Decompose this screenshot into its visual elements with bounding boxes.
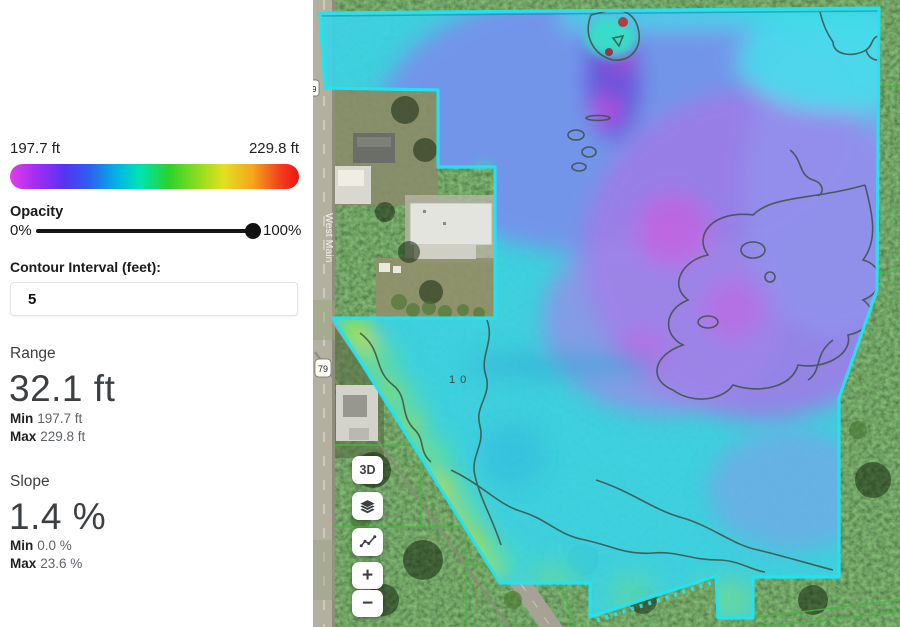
svg-text:79: 79 xyxy=(318,364,328,374)
range-value: 32.1 ft xyxy=(9,368,116,409)
slope-max-value: 23.6 % xyxy=(40,556,83,571)
slope-min-row: Min 0.0 % xyxy=(10,538,72,553)
elevation-color-scale xyxy=(10,164,299,189)
slope-min-label: Min xyxy=(10,538,34,553)
legend-max-label: 229.8 ft xyxy=(248,140,299,157)
range-min-label: Min xyxy=(10,411,34,426)
road-name-label: West Main xyxy=(323,213,335,263)
zoom-in-button[interactable]: + xyxy=(352,562,383,589)
buildings xyxy=(335,133,493,441)
range-min-value: 197.7 ft xyxy=(37,411,83,426)
contour-interval-input[interactable] xyxy=(10,282,298,316)
opacity-min-label: 0% xyxy=(10,222,32,239)
contour-interval-label: Contour Interval (feet): xyxy=(10,259,161,275)
opacity-slider-knob[interactable] xyxy=(245,223,261,239)
range-max-value: 229.8 ft xyxy=(40,429,86,444)
boundary-tick-marks xyxy=(594,581,712,623)
map-viewport[interactable]: 10 West Main 79 79 xyxy=(313,0,900,627)
contour-elevation-label: 10 xyxy=(449,374,471,386)
slope-min-value: 0.0 % xyxy=(37,538,72,553)
slope-max-label: Max xyxy=(10,556,37,571)
legend-labels: 197.7 ft 229.8 ft xyxy=(10,140,299,157)
range-title: Range xyxy=(10,345,56,362)
opacity-label: Opacity xyxy=(10,204,64,220)
layers-icon xyxy=(360,499,375,513)
range-max-row: Max 229.8 ft xyxy=(10,429,85,444)
trend-chart-icon xyxy=(359,535,376,548)
contour-lines xyxy=(359,8,879,573)
legend-min-label: 197.7 ft xyxy=(10,140,61,157)
range-max-label: Max xyxy=(10,429,37,444)
highway-shield-79-partial: 79 xyxy=(313,79,320,97)
west-main-road xyxy=(313,0,335,627)
layers-button[interactable] xyxy=(352,492,383,520)
property-boundary xyxy=(318,6,881,620)
highway-shield-79: 79 xyxy=(314,358,332,378)
slope-value: 1.4 % xyxy=(9,496,107,537)
slope-max-row: Max 23.6 % xyxy=(10,556,82,571)
svg-text:79: 79 xyxy=(313,85,317,94)
zoom-out-button[interactable]: − xyxy=(352,590,383,617)
range-min-row: Min 197.7 ft xyxy=(10,411,82,426)
view-3d-button[interactable]: 3D xyxy=(352,456,383,484)
satellite-map: 10 West Main 79 79 xyxy=(313,0,900,627)
opacity-max-label: 100% xyxy=(263,222,302,239)
slope-title: Slope xyxy=(10,473,50,490)
elevation-profile-button[interactable] xyxy=(352,528,383,556)
sidebar-panel: 197.7 ft 229.8 ft Opacity 0% 100% Contou… xyxy=(0,0,313,627)
opacity-slider-track[interactable] xyxy=(36,229,255,233)
